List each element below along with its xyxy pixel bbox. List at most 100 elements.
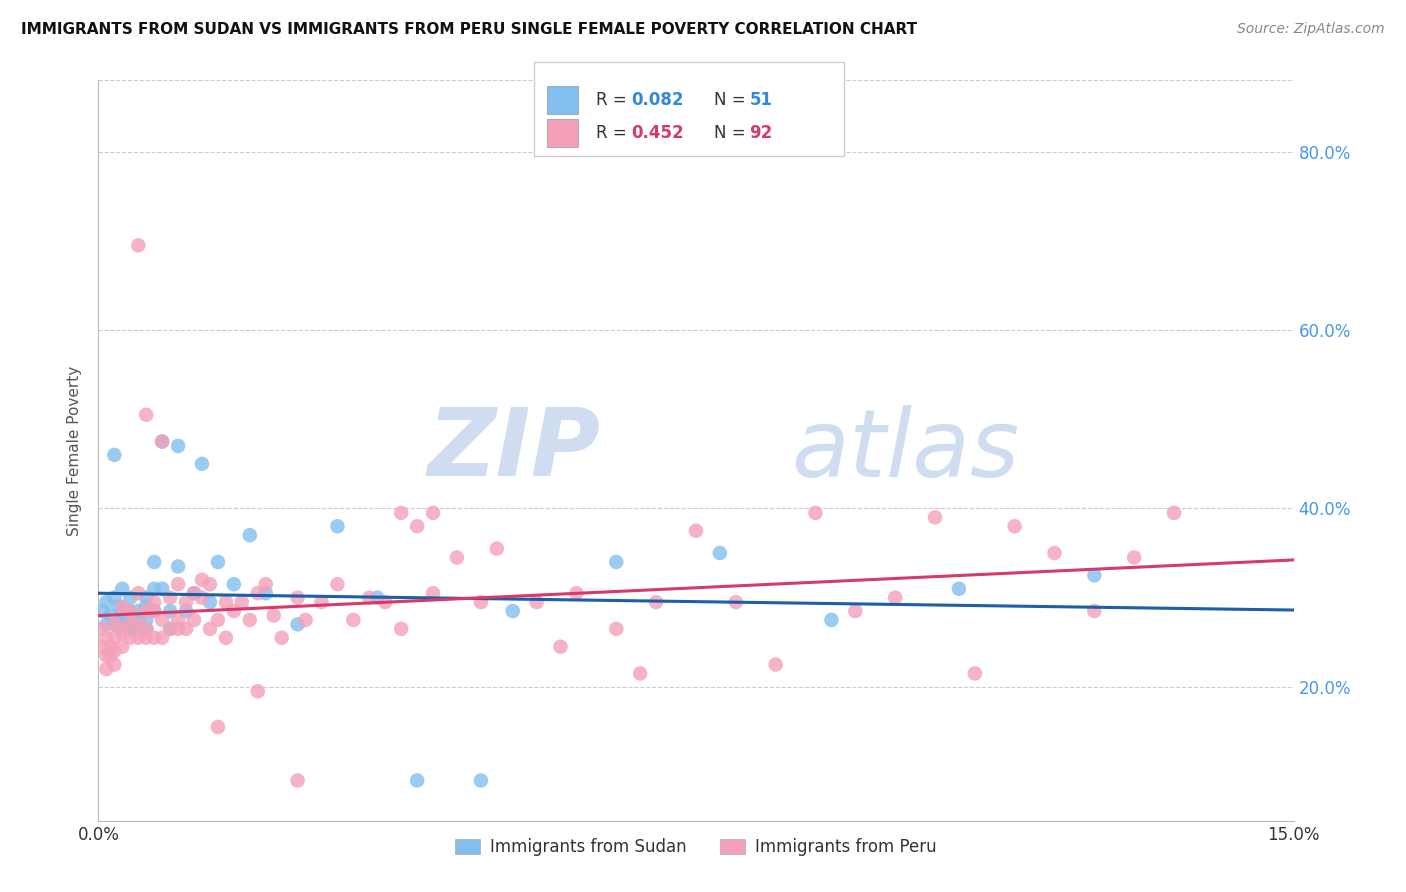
Point: [605, 555, 627, 569]
Point: [804, 506, 827, 520]
Point: [127, 631, 149, 645]
Point: [502, 604, 524, 618]
Point: [685, 524, 707, 538]
Point: [135, 599, 157, 614]
Point: [143, 555, 166, 569]
Point: [96, 648, 118, 663]
Point: [96, 662, 118, 676]
Point: [111, 617, 134, 632]
Point: [215, 595, 238, 609]
Point: [127, 622, 149, 636]
Point: [174, 604, 197, 618]
Point: [198, 577, 221, 591]
Point: [565, 586, 588, 600]
Point: [120, 622, 142, 636]
Point: [143, 631, 166, 645]
Point: [150, 434, 173, 449]
Point: [359, 591, 381, 605]
Point: [239, 613, 262, 627]
Point: [198, 595, 221, 609]
Point: [167, 577, 190, 591]
Point: [167, 559, 190, 574]
Point: [127, 613, 149, 627]
Point: [239, 528, 262, 542]
Point: [103, 631, 125, 645]
Point: [143, 604, 166, 618]
Text: Source: ZipAtlas.com: Source: ZipAtlas.com: [1237, 22, 1385, 37]
Point: [111, 582, 134, 596]
Point: [127, 586, 149, 600]
Point: [294, 613, 316, 627]
Point: [135, 591, 157, 605]
Point: [167, 613, 190, 627]
Point: [963, 666, 986, 681]
Point: [103, 617, 125, 632]
Point: [628, 666, 651, 681]
Point: [98, 648, 122, 663]
Point: [111, 622, 134, 636]
Point: [884, 591, 907, 605]
Point: [103, 657, 125, 672]
Point: [207, 720, 229, 734]
Point: [96, 595, 118, 609]
Text: ZIP: ZIP: [427, 404, 600, 497]
Point: [389, 622, 412, 636]
FancyBboxPatch shape: [534, 62, 844, 156]
Point: [135, 631, 157, 645]
Point: [207, 613, 229, 627]
Point: [111, 626, 134, 640]
Text: 0.082: 0.082: [631, 91, 685, 109]
Point: [254, 577, 277, 591]
Text: R =: R =: [596, 91, 633, 109]
Point: [98, 608, 122, 623]
Point: [96, 617, 118, 632]
Point: [91, 604, 114, 618]
Point: [120, 617, 142, 632]
Text: 51: 51: [749, 91, 772, 109]
Point: [287, 617, 309, 632]
Point: [222, 577, 245, 591]
Point: [120, 604, 142, 618]
Point: [231, 595, 253, 609]
Text: N =: N =: [714, 124, 751, 142]
Point: [111, 599, 134, 614]
Point: [191, 591, 214, 605]
Point: [311, 595, 333, 609]
Point: [207, 555, 229, 569]
Point: [174, 622, 197, 636]
Point: [91, 640, 114, 654]
Point: [1083, 604, 1105, 618]
Point: [246, 586, 269, 600]
Point: [127, 604, 149, 618]
Text: atlas: atlas: [792, 405, 1019, 496]
Point: [91, 622, 114, 636]
Point: [120, 591, 142, 605]
Point: [143, 604, 166, 618]
Point: [150, 613, 173, 627]
Point: [446, 550, 468, 565]
Point: [526, 595, 548, 609]
Text: N =: N =: [714, 91, 751, 109]
Point: [159, 591, 181, 605]
Point: [127, 238, 149, 252]
Point: [191, 457, 214, 471]
Text: R =: R =: [596, 124, 633, 142]
Point: [724, 595, 747, 609]
Point: [159, 622, 181, 636]
Point: [422, 506, 444, 520]
Point: [159, 604, 181, 618]
Point: [485, 541, 508, 556]
Point: [107, 599, 129, 614]
Point: [550, 640, 572, 654]
Point: [470, 773, 492, 788]
Point: [1163, 506, 1185, 520]
Point: [366, 591, 388, 605]
Point: [948, 582, 970, 596]
Y-axis label: Single Female Poverty: Single Female Poverty: [67, 366, 83, 535]
Point: [143, 582, 166, 596]
Legend: Immigrants from Sudan, Immigrants from Peru: Immigrants from Sudan, Immigrants from P…: [447, 830, 945, 864]
Point: [326, 519, 349, 533]
Point: [120, 631, 142, 645]
Point: [183, 586, 205, 600]
Point: [406, 773, 429, 788]
